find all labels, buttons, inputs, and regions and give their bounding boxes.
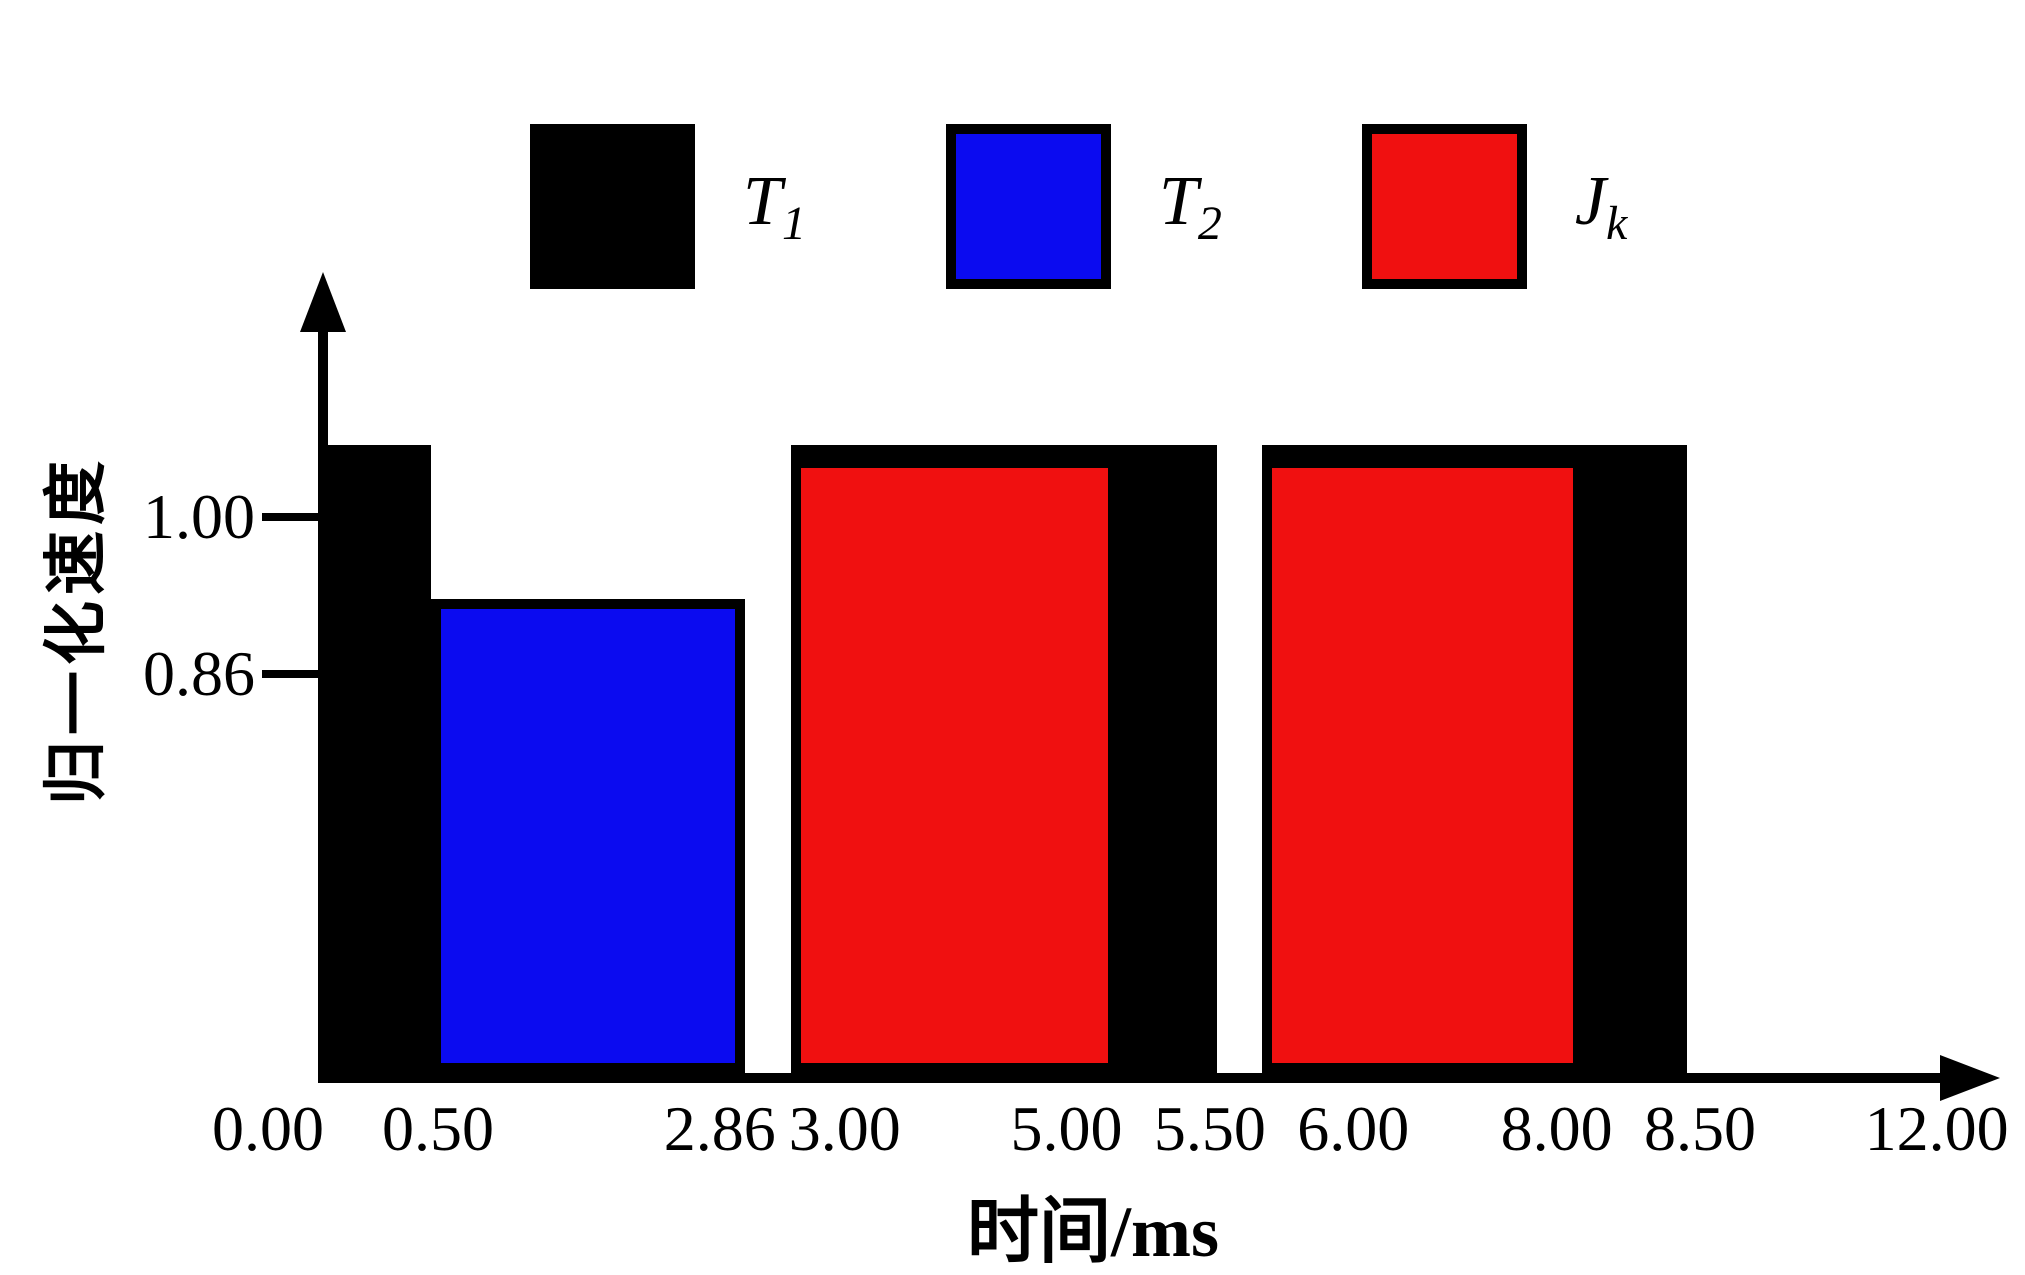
bar-Jk <box>1261 458 1584 1073</box>
y-axis-label: 归一化速度 <box>41 455 112 805</box>
y-tick-marks-layer <box>262 290 323 1073</box>
legend-item-T2: T2 <box>945 124 1222 289</box>
y-tick-label: 1.00 <box>143 481 255 553</box>
x-tick-label: 5.50 <box>1153 1093 1266 1164</box>
y-tick-mark <box>262 513 320 522</box>
bar-Jk <box>791 458 1119 1073</box>
x-tick-label: 8.00 <box>1500 1093 1613 1164</box>
x-tick-label: 0.50 <box>382 1093 495 1164</box>
x-tick-label: 0.00 <box>212 1093 324 1164</box>
bar-T1 <box>323 445 432 1073</box>
x-tick-labels-layer: 0.00 0.50 2.86 3.00 5.00 5.50 6.00 8.00 8.50 12.0… <box>212 1092 2009 1182</box>
legend-label-Jk: Jk <box>1574 163 1628 250</box>
x-tick-label: 12.00 <box>1864 1093 2009 1164</box>
legend-item-T1: T1 <box>530 124 806 289</box>
x-tick-label: 8.50 <box>1643 1093 1756 1164</box>
legend-swatch-T1 <box>530 124 695 289</box>
x-axis-arrow-icon <box>1940 1055 2000 1101</box>
y-axis <box>318 300 328 1083</box>
x-axis <box>318 1073 1945 1083</box>
y-axis-arrow-icon <box>300 272 346 332</box>
x-tick-label: 2.86 <box>663 1093 776 1164</box>
legend-label-T1: T1 <box>743 163 806 250</box>
legend-item-Jk: Jk <box>1361 124 1628 289</box>
y-tick-mark <box>262 669 320 678</box>
y-tick-label: 0.86 <box>143 637 255 709</box>
x-axis-label: 时间/ms <box>966 1192 1219 1272</box>
bars-layer <box>323 290 1990 1073</box>
legend-label-T2: T2 <box>1158 163 1222 250</box>
x-tick-label: 6.00 <box>1297 1093 1410 1164</box>
legend: T1 T2 Jk <box>530 124 1767 289</box>
x-tick-label: 3.00 <box>788 1093 901 1164</box>
legend-swatch-T2 <box>945 124 1111 289</box>
x-tick-label: 5.00 <box>1010 1093 1123 1164</box>
legend-swatch-Jk <box>1361 124 1527 289</box>
y-tick-labels-layer: 1.00 0.86 <box>30 290 255 1073</box>
bar-T2 <box>431 599 745 1073</box>
